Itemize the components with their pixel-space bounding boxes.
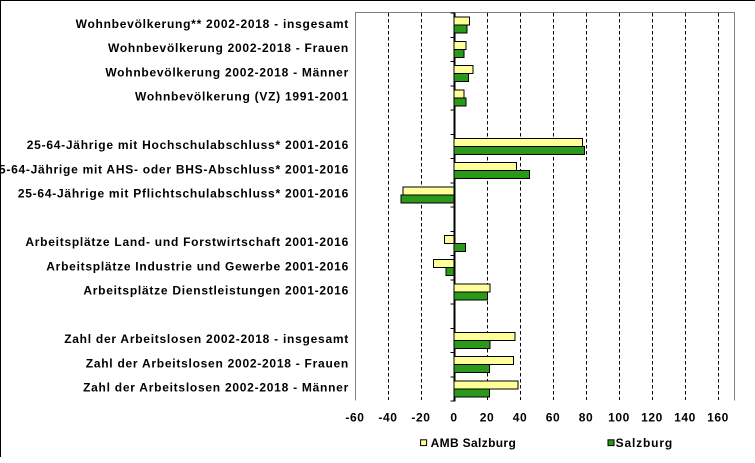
svg-text:Zahl der Arbeitslosen 2002-201: Zahl der Arbeitslosen 2002-2018 - Männer — [83, 381, 349, 395]
svg-text:0: 0 — [450, 410, 457, 424]
svg-text:-60: -60 — [345, 410, 364, 424]
svg-text:Arbeitsplätze Dienstleistungen: Arbeitsplätze Dienstleistungen 2001-2016 — [83, 284, 349, 298]
svg-text:25-64-Jährige mit AHS- oder BH: 25-64-Jährige mit AHS- oder BHS-Abschlus… — [0, 162, 349, 176]
svg-text:Salzburg: Salzburg — [616, 436, 673, 450]
svg-text:140: 140 — [674, 410, 696, 424]
svg-text:-40: -40 — [378, 410, 397, 424]
svg-text:Wohnbevölkerung 2002-2018 - Mä: Wohnbevölkerung 2002-2018 - Männer — [105, 65, 349, 79]
svg-text:25-64-Jährige mit Pflichtschul: 25-64-Jährige mit Pflichtschulabschluss*… — [18, 187, 349, 201]
svg-text:AMB Salzburg: AMB Salzburg — [431, 436, 517, 450]
svg-text:120: 120 — [641, 410, 663, 424]
svg-text:160: 160 — [707, 410, 729, 424]
svg-text:40: 40 — [513, 410, 528, 424]
svg-text:-20: -20 — [411, 410, 430, 424]
svg-text:Zahl der Arbeitslosen 2002-201: Zahl der Arbeitslosen 2002-2018 - Frauen — [86, 356, 349, 370]
svg-text:60: 60 — [546, 410, 561, 424]
svg-text:Arbeitsplätze Land- und Forstw: Arbeitsplätze Land- und Forstwirtschaft … — [25, 235, 349, 249]
svg-text:80: 80 — [579, 410, 594, 424]
svg-text:20: 20 — [480, 410, 495, 424]
svg-text:Wohnbevölkerung 2002-2018 - Fr: Wohnbevölkerung 2002-2018 - Frauen — [108, 41, 349, 55]
svg-text:Wohnbevölkerung** 2002-2018 -: Wohnbevölkerung** 2002-2018 - insgesamt — [76, 17, 349, 31]
svg-text:100: 100 — [608, 410, 630, 424]
svg-text:Wohnbevölkerung (VZ) 1991-2001: Wohnbevölkerung (VZ) 1991-2001 — [135, 90, 349, 104]
svg-text:25-64-Jährige mit Hochschulabs: 25-64-Jährige mit Hochschulabschluss* 20… — [27, 138, 349, 152]
svg-text:Arbeitsplätze Industrie und Ge: Arbeitsplätze Industrie und Gewerbe 2001… — [46, 259, 349, 273]
svg-text:Zahl der Arbeitslosen 2002-201: Zahl der Arbeitslosen 2002-2018 - insges… — [64, 332, 349, 346]
